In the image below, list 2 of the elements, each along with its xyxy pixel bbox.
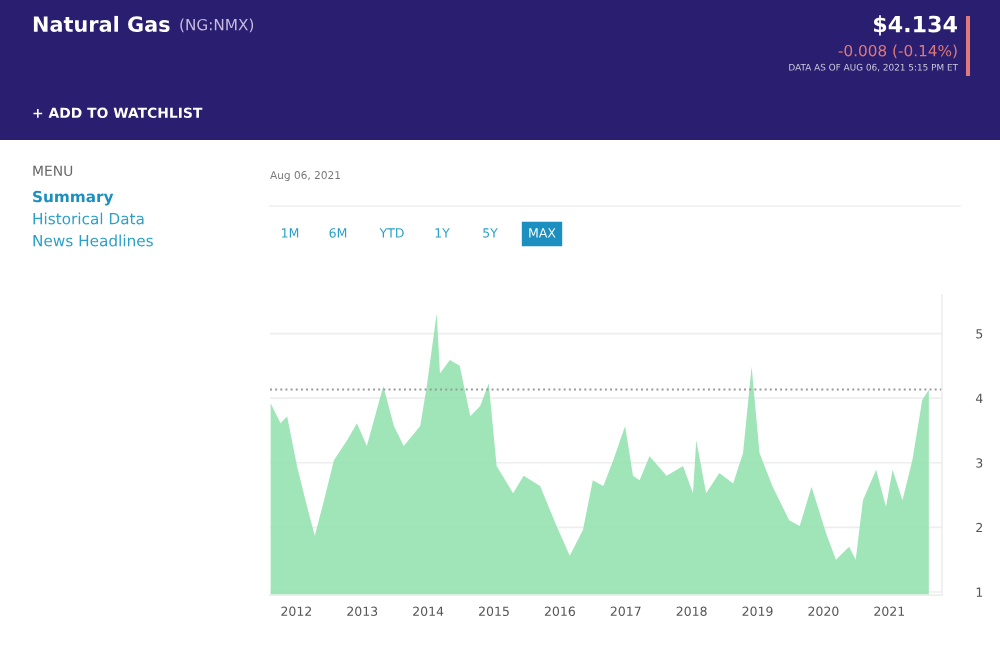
text: Natural Gas	[33, 15, 170, 33]
text: $4.134	[873, 15, 957, 36]
